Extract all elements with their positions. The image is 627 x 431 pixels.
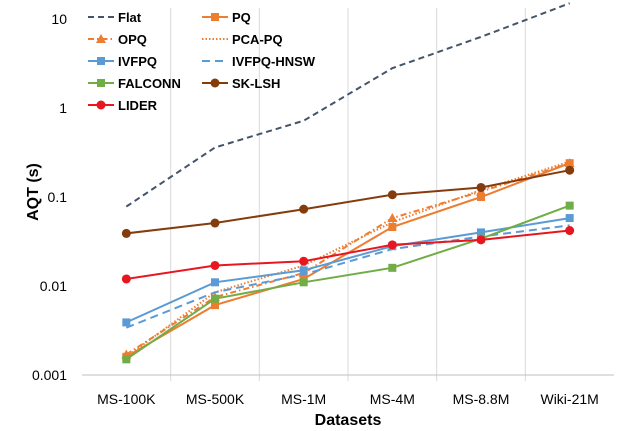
data-point-falconn [388,263,397,272]
data-point-sk-lsh [565,165,575,175]
x-axis-ticks: MS-100K MS-500K MS-1M MS-4M MS-8.8M Wiki-21M [97,391,599,407]
series-line-falconn [125,204,571,361]
data-point-falconn [299,278,308,287]
x-tick-label: Wiki-21M [540,391,598,407]
data-point-sk-lsh [387,190,397,200]
series-sk-lsh [121,165,575,238]
series-line-opq [125,162,571,356]
data-point-sk-lsh [121,228,131,238]
data-point-lider [387,240,397,250]
series-lider [121,226,575,284]
data-point-lider [476,235,486,245]
legend: Flat PQ OPQ PCA-PQ IVFPQ IVFPQ-HNSW FALCONN SK-… [88,10,316,113]
legend-item-flat: Flat [88,10,142,25]
legend-label: SK-LSH [232,76,280,91]
legend-item-ivfpq-hnsw: IVFPQ-HNSW [202,54,316,69]
legend-swatch-marker [211,13,219,21]
x-tick-label: MS-100K [97,391,156,407]
legend-item-sk-lsh: SK-LSH [202,76,280,91]
data-point-falconn [211,294,219,303]
y-tick-label: 0.001 [32,367,67,383]
series-line-lider [126,229,570,280]
data-point-opq [387,213,398,223]
series-layer [121,2,575,364]
legend-item-opq: OPQ [88,32,147,47]
y-tick-label: 0.1 [48,189,68,205]
data-point-falconn [122,355,131,364]
legend-swatch-marker [97,79,105,87]
legend-item-pq: PQ [202,10,251,25]
legend-swatch-marker [96,100,106,110]
data-point-pq [388,223,397,232]
legend-label: LIDER [118,98,158,113]
legend-label: OPQ [118,32,147,47]
x-tick-label: MS-500K [186,391,245,407]
data-point-opq [564,158,575,168]
x-axis-title: Datasets [315,412,382,429]
legend-item-pca-pq: PCA-PQ [202,32,283,47]
legend-label: PCA-PQ [232,32,283,47]
legend-label: PQ [232,10,251,25]
series-line-sk-lsh [126,169,570,235]
legend-swatch-marker [210,78,220,88]
y-axis-ticks: 0.001 0.01 0.1 1 10 [32,11,67,383]
legend-item-falconn: FALCONN [88,76,181,91]
legend-item-ivfpq: IVFPQ [88,54,157,69]
x-tick-label: MS-8.8M [453,391,510,407]
data-point-lider [121,274,131,284]
y-tick-label: 10 [51,11,67,27]
legend-label: IVFPQ-HNSW [232,54,316,69]
y-axis-title: AQT (s) [25,163,42,221]
x-tick-label: MS-1M [281,391,326,407]
data-point-sk-lsh [299,204,309,214]
data-point-lider [210,260,220,270]
data-point-ivfpq [299,266,308,275]
y-tick-label: 1 [59,100,67,116]
data-point-lider [565,226,575,236]
x-tick-label: MS-4M [370,391,415,407]
series-line-ivfpq [125,217,570,324]
category-gridlines [170,8,526,381]
data-point-ivfpq [477,228,485,237]
data-point-lider [299,256,309,266]
legend-item-lider: LIDER [88,98,158,113]
legend-swatch-marker [96,34,106,43]
legend-label: IVFPQ [118,54,157,69]
data-point-falconn [565,201,574,210]
data-point-pq [211,301,219,310]
data-point-ivfpq [565,214,574,223]
legend-label: Flat [118,10,142,25]
series-flat [125,2,571,208]
data-point-ivfpq [211,278,219,287]
legend-swatch-marker [97,57,105,65]
series-line-flat [125,2,571,208]
legend-label: FALCONN [118,76,181,91]
data-point-sk-lsh [210,218,220,228]
data-point-pq [477,193,485,201]
series-line-ivfpq-hnsw [125,224,570,329]
data-point-sk-lsh [476,182,486,192]
data-point-ivfpq [122,318,131,327]
series-ivfpq-hnsw [125,224,570,329]
y-tick-label: 0.01 [40,278,67,294]
